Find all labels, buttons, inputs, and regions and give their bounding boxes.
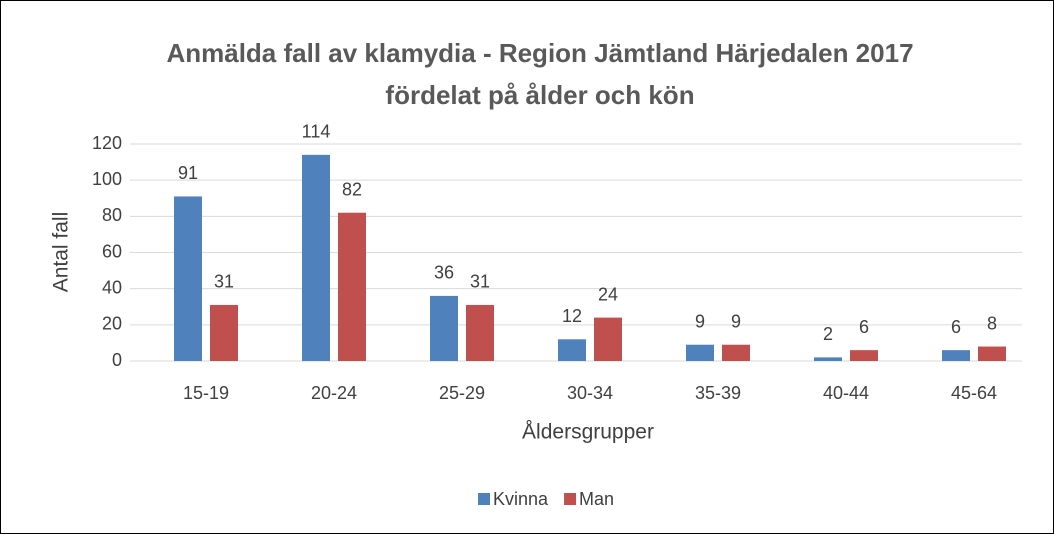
y-tick-label: 80 <box>102 205 122 225</box>
legend-label: Kvinna <box>493 489 549 509</box>
bar <box>558 339 586 361</box>
data-label: 82 <box>342 179 362 199</box>
bar <box>942 350 970 361</box>
x-tick-label: 40-44 <box>823 383 869 403</box>
bar <box>850 350 878 361</box>
data-label: 91 <box>178 163 198 183</box>
data-label: 6 <box>859 317 869 337</box>
x-axis-label: Åldersgrupper <box>522 421 654 444</box>
bar <box>174 196 202 361</box>
data-label: 9 <box>695 311 705 331</box>
y-tick-label: 0 <box>112 350 122 370</box>
bar <box>594 317 622 361</box>
chart-title: fördelat på ålder och kön <box>385 80 694 110</box>
data-label: 8 <box>987 313 997 333</box>
x-tick-label: 35-39 <box>695 383 741 403</box>
bar <box>466 304 494 361</box>
bar <box>338 212 366 361</box>
y-tick-label: 40 <box>102 277 122 297</box>
bar <box>430 295 458 361</box>
data-label: 9 <box>731 311 741 331</box>
legend-swatch <box>478 493 490 505</box>
x-tick-label: 45-64 <box>951 383 997 403</box>
data-label: 31 <box>214 272 234 292</box>
data-label: 114 <box>302 122 331 142</box>
data-label: 24 <box>598 284 618 304</box>
y-tick-label: 100 <box>92 169 122 189</box>
x-tick-label: 15-19 <box>183 383 229 403</box>
x-tick-label: 20-24 <box>311 383 357 403</box>
data-label: 2 <box>823 324 833 344</box>
chart-title: Anmälda fall av klamydia - Region Jämtla… <box>166 38 913 68</box>
x-tick-label: 25-29 <box>439 383 485 403</box>
bar <box>686 344 714 361</box>
x-tick-label: 30-34 <box>567 383 613 403</box>
legend-swatch <box>564 493 577 505</box>
y-tick-label: 20 <box>102 314 122 334</box>
y-axis-label: Antal fall <box>50 212 73 293</box>
legend-label: Man <box>579 489 614 509</box>
y-tick-label: 60 <box>102 241 122 261</box>
data-label: 12 <box>562 306 582 326</box>
bar <box>722 344 750 361</box>
bar <box>978 346 1006 361</box>
y-tick-label: 120 <box>92 133 122 153</box>
data-label: 6 <box>951 317 961 337</box>
data-label: 31 <box>470 272 490 292</box>
bar <box>210 304 238 361</box>
data-label: 36 <box>434 263 454 283</box>
bar <box>814 357 842 361</box>
bar <box>302 154 330 361</box>
